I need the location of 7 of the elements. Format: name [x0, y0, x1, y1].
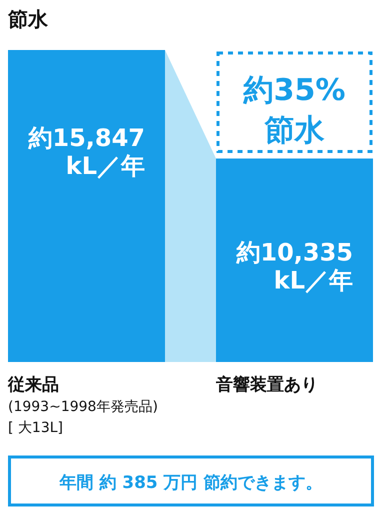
data-label: 約10,335 kL／年 — [235, 238, 353, 294]
data-label: 約15,847 kL／年 — [27, 124, 145, 180]
x-tick-label: 従来品 (1993~1998年発売品) [ 大13L] — [7, 375, 158, 436]
text: 年間 約 385 万円 節約できます。 — [58, 473, 323, 493]
x-tick-label: 音響装置あり — [215, 375, 318, 395]
annotation: 約35% 節水 — [242, 73, 346, 148]
chart-title: 節水 — [7, 7, 49, 31]
